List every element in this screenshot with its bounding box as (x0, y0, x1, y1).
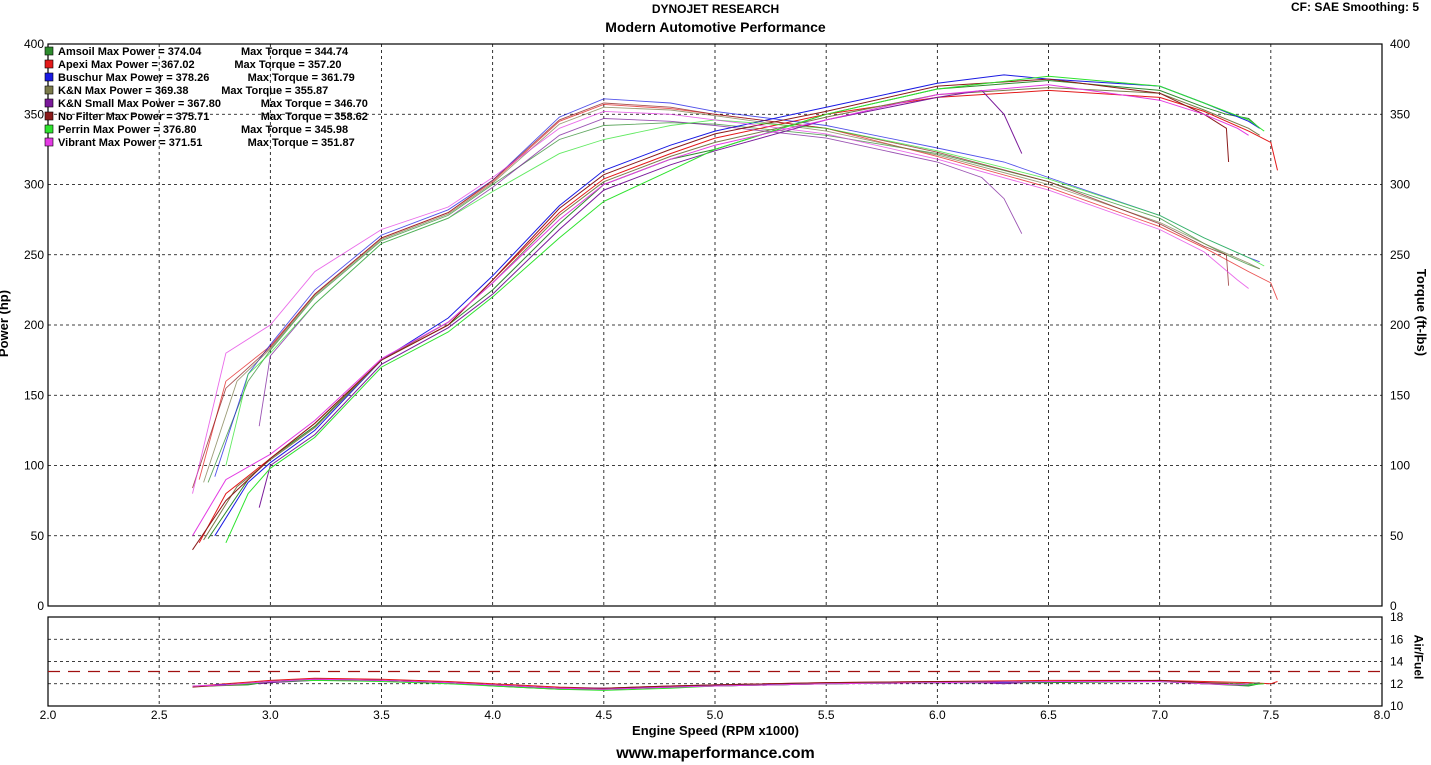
legend-swatch-5 (44, 98, 54, 108)
y-axis-label-power: Power (hp) (0, 289, 12, 358)
airfuel-plot-grid (47, 616, 1383, 707)
power-curve-5 (258, 89, 1023, 508)
x-tick-label: 7.0 (1151, 708, 1168, 722)
y-tick-label-right: 350 (1390, 107, 1410, 121)
y-axis-label-torque: Torque (ft-lbs) (1414, 268, 1430, 357)
correction-info: CF: SAE Smoothing: 5 (1291, 0, 1419, 14)
chart-title: Modern Automotive Performance (605, 19, 826, 35)
legend-label-torque-7: Max Torque = 345.98 (241, 124, 348, 136)
y-tick-label-right: 0 (1390, 599, 1397, 613)
legend-label-power-7: Perrin Max Power = 376.80 (58, 124, 197, 136)
legend-label-torque-6: Max Torque = 358.62 (261, 111, 368, 123)
x-tick-label: 8.0 (1374, 708, 1391, 722)
y-tick-label-left: 350 (24, 107, 44, 121)
x-tick-label: 7.5 (1262, 708, 1279, 722)
legend-swatch-2 (44, 59, 54, 69)
legend-label-power-8: Vibrant Max Power = 371.51 (58, 137, 202, 149)
x-tick-label: 6.0 (929, 708, 946, 722)
power-curve-6 (192, 78, 1230, 551)
y-tick-label-left: 400 (24, 37, 44, 51)
y-tick-label-right: 300 (1390, 178, 1410, 192)
tick-labels: 2.0 2.5 3.0 3.5 4.0 4.5 5.0 5.5 6.0 6.5 7.0 7.5 8.0 0… (24, 37, 1410, 722)
legend-label-torque-8: Max Torque = 351.87 (248, 137, 355, 149)
airfuel-tick-label: 18 (1390, 610, 1404, 624)
x-tick-label: 3.0 (262, 708, 279, 722)
y-tick-label-right: 250 (1390, 248, 1410, 262)
legend-swatch-1 (44, 46, 54, 56)
y-tick-label-left: 250 (24, 248, 44, 262)
y-tick-label-left: 150 (24, 388, 44, 402)
x-tick-label: 3.5 (373, 708, 390, 722)
curve-layer (192, 74, 1278, 691)
legend-label-torque-2: Max Torque = 357.20 (234, 59, 341, 71)
legend-label-torque-5: Max Torque = 346.70 (261, 98, 368, 110)
x-tick-label: 2.5 (151, 708, 168, 722)
x-tick-label: 2.0 (40, 708, 57, 722)
legend-label-torque-1: Max Torque = 344.74 (241, 46, 349, 58)
legend-label-power-4: K&N Max Power = 369.38 (58, 85, 189, 97)
torque-curve-7 (225, 119, 1265, 466)
torque-curve-6 (192, 102, 1230, 489)
legend-label-power-1: Amsoil Max Power = 374.04 (58, 46, 202, 58)
x-tick-label: 5.5 (818, 708, 835, 722)
legend-swatch-6 (44, 111, 54, 121)
y-tick-label-left: 50 (31, 529, 45, 543)
legend-label-power-6: No Filter Max Power = 375.71 (58, 111, 209, 123)
torque-curve-8 (192, 110, 1249, 494)
legend-label-power-2: Apexi Max Power = 367.02 (58, 59, 195, 71)
legend-label-power-5: K&N Small Max Power = 367.80 (58, 98, 221, 110)
y-tick-label-left: 100 (24, 459, 44, 473)
legend: Amsoil Max Power = 374.04 Max Torque = 34… (44, 46, 368, 149)
x-tick-label: 4.5 (595, 708, 612, 722)
x-axis-label: Engine Speed (RPM x1000) (632, 723, 799, 738)
airfuel-curve-8 (192, 678, 1249, 690)
legend-label-power-3: Buschur Max Power = 378.26 (58, 72, 209, 84)
airfuel-tick-label: 10 (1390, 699, 1404, 713)
y-tick-label-right: 150 (1390, 388, 1410, 402)
y-axis-label-airfuel: Air/Fuel (1411, 634, 1426, 680)
chart-header-line1: DYNOJET RESEARCH (651, 2, 780, 16)
legend-label-torque-3: Max Torque = 361.79 (248, 72, 355, 84)
airfuel-tick-label: 12 (1390, 677, 1404, 691)
power-curve-7 (225, 75, 1265, 544)
y-tick-label-right: 50 (1390, 529, 1404, 543)
y-tick-label-left: 200 (24, 318, 44, 332)
y-tick-label-right: 400 (1390, 37, 1410, 51)
legend-swatch-4 (44, 85, 54, 95)
airfuel-tick-label: 16 (1390, 632, 1404, 646)
x-tick-label: 5.0 (707, 708, 724, 722)
x-tick-label: 6.5 (1040, 708, 1057, 722)
legend-label-torque-4: Max Torque = 355.87 (221, 85, 328, 97)
x-tick-label: 4.0 (484, 708, 501, 722)
legend-swatch-3 (44, 72, 54, 82)
legend-swatch-7 (44, 124, 54, 134)
y-tick-label-right: 100 (1390, 459, 1410, 473)
power-curve-4 (203, 87, 1260, 541)
y-tick-label-left: 300 (24, 178, 44, 192)
torque-curve-4 (203, 106, 1260, 483)
power-curve-8 (192, 84, 1249, 537)
y-tick-label-right: 200 (1390, 318, 1410, 332)
footer-url: www.maperformance.com (616, 745, 815, 762)
y-tick-label-left: 0 (37, 599, 44, 613)
legend-swatch-8 (44, 137, 54, 147)
airfuel-tick-label: 14 (1390, 655, 1404, 669)
